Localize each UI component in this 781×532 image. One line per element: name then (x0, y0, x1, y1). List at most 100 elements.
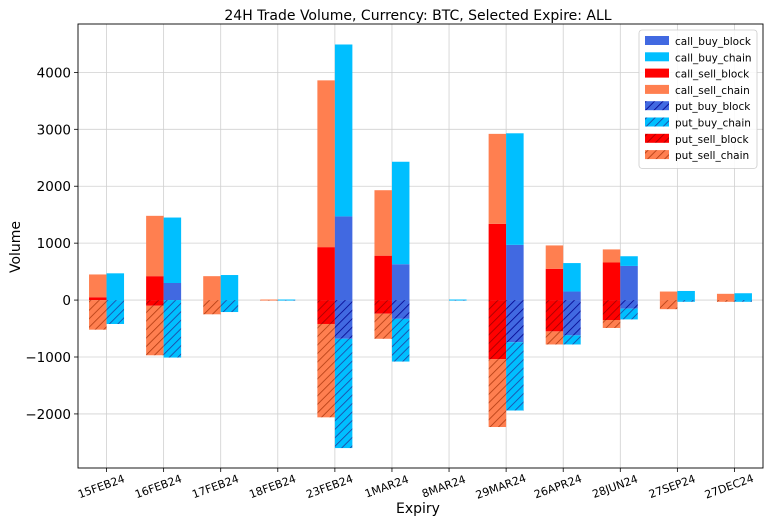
bar-call_sell_chain-18FEB24 (260, 299, 278, 301)
bar-call_sell_block-1MAR24 (374, 255, 392, 301)
chart-title: 24H Trade Volume, Currency: BTC, Selecte… (224, 8, 611, 24)
axes (74, 23, 764, 472)
y-tick-label: 1000 (37, 236, 71, 252)
bar-call_sell_chain-27SEP24 (659, 291, 678, 301)
bar-call_buy_chain-27SEP24 (677, 290, 695, 301)
bar-call_buy_block-26APR24 (563, 291, 581, 301)
y-tick-label: 2000 (37, 179, 71, 195)
bar-call_sell_chain-23FEB24 (317, 80, 335, 248)
x-tick-label: 26APR24 (532, 472, 583, 501)
bar-call_sell_block-16FEB24 (146, 276, 164, 301)
x-tick-label: 8MAR24 (420, 473, 467, 501)
bar-call_sell_chain-27DEC24 (716, 293, 735, 301)
bar-call_sell_chain-15FEB24 (89, 274, 107, 298)
legend-swatch-call_sell_chain (645, 84, 669, 94)
bar-call_sell_block-23FEB24 (317, 247, 335, 301)
bar-call_buy_block-29MAR24 (506, 244, 524, 301)
y-tick-label: −1000 (25, 350, 71, 366)
x-tick-label: 28JUN24 (591, 472, 640, 500)
bar-put_buy_block-26APR24 (563, 300, 581, 336)
plot-frame (77, 23, 764, 469)
legend-box (638, 29, 758, 169)
bar-put_sell_chain-17FEB24 (203, 300, 221, 315)
legend-label-put_buy_chain: put_buy_chain (675, 118, 751, 130)
bar-call_buy_chain-29MAR24 (506, 133, 524, 245)
legend-label-call_buy_chain: call_buy_chain (675, 52, 752, 64)
x-tick-label: 15FEB24 (76, 472, 126, 501)
bar-put_buy_chain-15FEB24 (106, 300, 125, 324)
bar-put_sell_chain-16FEB24 (146, 305, 164, 356)
bar-call_sell_chain-1MAR24 (374, 190, 392, 256)
x-tick-label: 17FEB24 (190, 472, 240, 501)
legend-swatch-call_buy_block (645, 36, 669, 45)
legend-swatch-put_sell_block (645, 133, 669, 143)
y-axis-label: Volume (8, 221, 24, 273)
bar-put_buy_chain-27SEP24 (677, 300, 695, 302)
legend-swatch-call_sell_block (645, 68, 669, 78)
bar-call_sell_block-28JUN24 (602, 262, 621, 301)
bar-put_sell_chain-18FEB24 (260, 300, 278, 301)
x-axis-label: Expiry (396, 501, 440, 517)
bar-call_buy_chain-8MAR24 (449, 299, 467, 301)
bar-call_sell_chain-17FEB24 (203, 276, 221, 301)
bar-put_buy_block-1MAR24 (391, 300, 410, 319)
bar-put_buy_chain-26APR24 (563, 335, 581, 345)
bar-call_buy_chain-18FEB24 (277, 299, 296, 301)
legend-swatch-call_buy_chain (645, 52, 669, 62)
bar-call_sell_chain-28JUN24 (602, 249, 621, 263)
bar-put_sell_chain-26APR24 (545, 331, 564, 345)
bar-put_sell_chain-27SEP24 (659, 300, 678, 310)
bar-put_sell_chain-23FEB24 (317, 323, 335, 418)
bar-put_sell_block-23FEB24 (317, 300, 335, 324)
legend-swatch-put_buy_block (645, 101, 669, 111)
bar-call_buy_chain-16FEB24 (163, 217, 182, 283)
bar-put_sell_block-16FEB24 (146, 300, 164, 306)
bar-call_buy_chain-27DEC24 (734, 293, 752, 301)
bar-call_buy_block-16FEB24 (163, 283, 182, 301)
bar-put_sell_chain-15FEB24 (89, 300, 107, 330)
bar-put_buy_block-28JUN24 (620, 300, 638, 309)
bar-put_buy_chain-16FEB24 (163, 300, 182, 358)
x-tick-label: 16FEB24 (133, 472, 183, 501)
bar-put_sell_chain-1MAR24 (374, 313, 392, 339)
bars (89, 44, 752, 449)
bar-put_buy_block-29MAR24 (506, 300, 524, 343)
x-tick-label: 27DEC24 (703, 472, 755, 502)
bar-call_buy_chain-15FEB24 (106, 273, 125, 301)
bar-put_sell_block-28JUN24 (602, 300, 621, 320)
y-tick-label: 3000 (37, 122, 71, 138)
bar-put_buy_chain-1MAR24 (391, 318, 410, 362)
bar-call_buy_chain-17FEB24 (220, 275, 239, 301)
bar-call_buy_block-1MAR24 (391, 264, 410, 301)
bar-call_buy_chain-23FEB24 (334, 44, 353, 217)
bar-put_buy_chain-27DEC24 (734, 300, 752, 302)
bar-put_buy_chain-8MAR24 (449, 300, 467, 301)
y-tick-label: 4000 (37, 65, 71, 81)
bar-call_sell_block-15FEB24 (89, 297, 107, 301)
legend-label-call_sell_block: call_sell_block (675, 69, 750, 81)
bar-call_buy_block-23FEB24 (334, 216, 353, 301)
bar-put_buy_chain-18FEB24 (277, 300, 296, 301)
legend: call_buy_block call_buy_chain call_sell_bl… (638, 29, 758, 169)
bar-call_sell_chain-29MAR24 (488, 133, 507, 224)
bar-put_buy_chain-23FEB24 (334, 338, 353, 449)
legend-label-call_sell_chain: call_sell_chain (675, 85, 750, 97)
legend-label-call_buy_block: call_buy_block (675, 36, 752, 48)
x-tick-label: 18FEB24 (247, 472, 297, 501)
bar-put_buy_chain-28JUN24 (620, 308, 638, 320)
bar-put_buy_block-23FEB24 (334, 300, 353, 339)
bar-call_buy_block-28JUN24 (620, 265, 638, 301)
bar-call_buy_chain-26APR24 (563, 263, 581, 292)
bar-put_sell_block-1MAR24 (374, 300, 392, 314)
bar-put_sell_chain-28JUN24 (602, 320, 621, 328)
x-tick-label: 29MAR24 (474, 472, 528, 502)
bar-call_sell_chain-16FEB24 (146, 215, 164, 277)
x-tick-label: 23FEB24 (305, 472, 355, 501)
bar-put_sell_chain-29MAR24 (488, 359, 507, 428)
bar-call_buy_chain-1MAR24 (391, 161, 410, 265)
bar-call_sell_chain-26APR24 (545, 245, 564, 269)
bar-call_sell_block-29MAR24 (488, 223, 507, 301)
legend-swatch-put_sell_chain (645, 150, 669, 160)
bar-put_buy_chain-29MAR24 (506, 342, 524, 411)
